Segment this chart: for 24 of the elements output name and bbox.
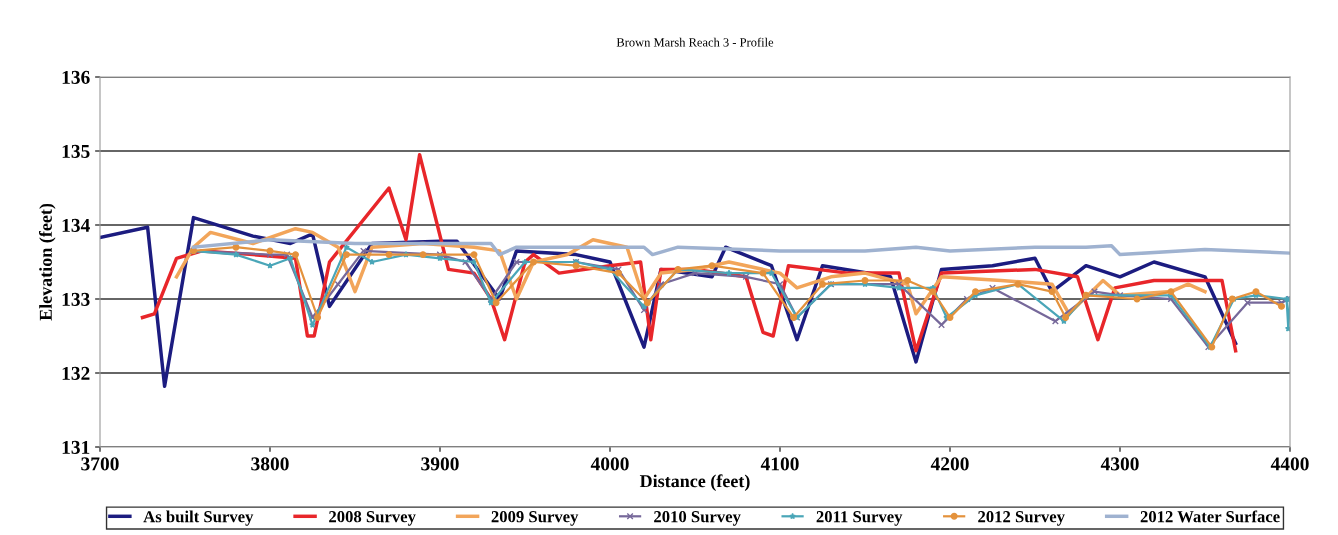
x-tick-label: 4300 — [1100, 457, 1139, 471]
legend-label: 2008 Survey — [329, 511, 416, 526]
x-tick-label: 4400 — [1270, 457, 1309, 471]
legend-label: 2012 Water Surface — [1140, 510, 1280, 523]
x-tick-label: 4100 — [760, 457, 799, 471]
y-tick-label: 134 — [62, 218, 90, 232]
legend-label: 2010 Survey — [654, 511, 741, 526]
x-tick-label: 3700 — [81, 457, 119, 471]
y-axis-title: Elevation (feet) — [39, 203, 56, 321]
y-tick-label: 136 — [62, 70, 90, 84]
legend-label: As built Survey — [143, 510, 254, 526]
x-tick-label: 3800 — [251, 457, 289, 471]
x-tick-label: 4000 — [590, 457, 629, 471]
y-tick-label: 135 — [62, 144, 90, 158]
y-tick-label: 132 — [62, 366, 90, 380]
legend-label: 2012 Survey — [978, 511, 1065, 526]
x-axis-title: Distance (feet) — [639, 474, 750, 491]
x-tick-label: 3900 — [421, 457, 459, 471]
chart-title: Brown Marsh Reach 3 - Profile — [616, 37, 774, 47]
legend-label: 2011 Survey — [816, 511, 903, 526]
legend-label: 2009 Survey — [491, 511, 579, 526]
y-tick-label: 131 — [62, 440, 90, 454]
x-tick-label: 4200 — [930, 457, 969, 471]
y-tick-label: 133 — [62, 292, 90, 306]
